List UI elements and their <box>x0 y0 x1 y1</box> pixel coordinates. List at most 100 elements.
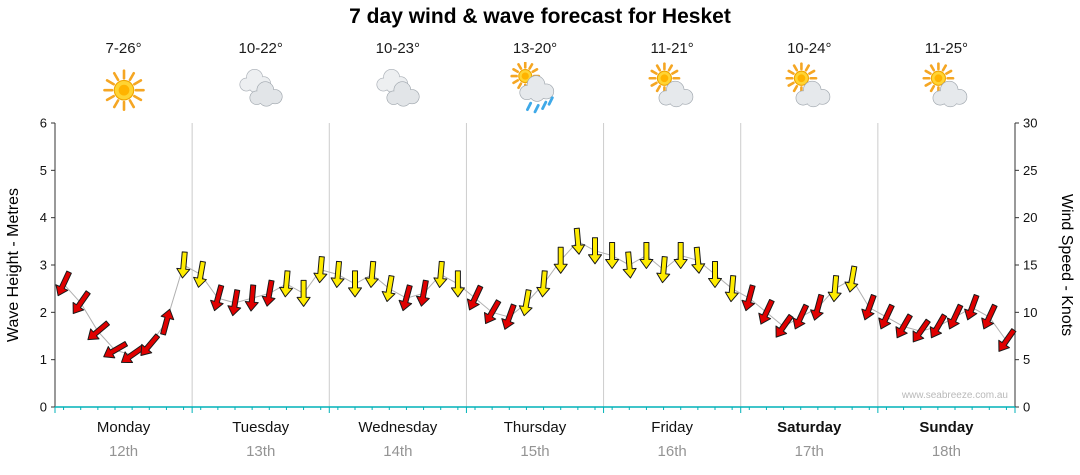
svg-text:4: 4 <box>40 210 47 225</box>
wind-arrow <box>673 242 688 269</box>
wind-arrow <box>588 237 602 265</box>
wind-arrow <box>103 341 129 359</box>
day-date: 16th <box>657 443 687 460</box>
day-date: 15th <box>520 443 550 460</box>
day-date: 13th <box>246 443 276 460</box>
wind-arrow <box>160 308 175 336</box>
svg-text:30: 30 <box>1023 116 1037 131</box>
wind-arrow <box>741 284 756 312</box>
cloudy-weather-icon <box>235 62 287 114</box>
right-axis-ticks: 0 5 10 15 20 25 30 <box>1015 116 1037 415</box>
wind-arrow <box>483 299 502 325</box>
day-date: 14th <box>383 443 413 460</box>
partly-cloudy-weather-icon <box>920 62 972 114</box>
svg-text:2: 2 <box>40 305 47 320</box>
day-name: Tuesday <box>232 419 290 436</box>
day-temp-range: 11-25° <box>924 40 969 57</box>
wind-arrow <box>140 333 161 356</box>
wind-arrow <box>912 318 931 343</box>
day-name: Sunday <box>919 419 974 436</box>
svg-text:5: 5 <box>1023 352 1030 367</box>
wind-arrow <box>518 289 533 317</box>
svg-text:3: 3 <box>40 258 47 273</box>
wind-arrow <box>656 256 671 284</box>
wind-arrow <box>348 270 362 298</box>
wind-arrow <box>622 251 637 279</box>
wind-arrows <box>55 227 1017 364</box>
axes <box>54 123 1016 408</box>
wind-arrow <box>433 260 448 288</box>
day-name: Friday <box>651 419 693 436</box>
wind-arrow <box>861 294 877 321</box>
wind-arrow <box>466 284 484 311</box>
wind-arrow <box>296 279 311 307</box>
sun-showers-weather-icon <box>509 61 561 114</box>
svg-text:0: 0 <box>1023 400 1030 415</box>
partly-cloudy-weather-icon <box>646 62 698 114</box>
day-temp-range: 7-26° <box>105 40 142 57</box>
day-temp-range: 10-22° <box>238 40 283 57</box>
partly-cloudy-weather-icon <box>783 62 835 114</box>
wind-arrow <box>724 275 739 303</box>
wind-arrow <box>895 313 913 339</box>
wind-arrow <box>639 242 654 269</box>
day-name: Monday <box>96 419 151 436</box>
day-date: 17th <box>794 443 824 460</box>
day-gridlines <box>191 123 879 407</box>
svg-text:5: 5 <box>40 163 47 178</box>
wind-arrow <box>210 284 225 312</box>
left-axis-ticks: 0 1 2 3 4 5 6 <box>40 116 55 415</box>
svg-text:10: 10 <box>1023 305 1037 320</box>
wind-arrow <box>878 303 895 330</box>
day-temp-range: 10-23° <box>375 40 421 57</box>
wind-arrow <box>398 284 413 312</box>
wind-arrow <box>981 303 998 330</box>
wind-arrow <box>775 313 794 338</box>
day-date: 18th <box>931 443 962 460</box>
time-ticks <box>54 407 1016 413</box>
right-axis-label: Wind Speed - Knots <box>1058 194 1075 336</box>
wind-arrow <box>691 246 706 274</box>
wind-arrow <box>416 279 430 307</box>
left-axis-label: Wave Height - Metres <box>5 188 22 342</box>
wind-arrow <box>176 251 191 279</box>
sunny-weather-icon <box>98 62 150 114</box>
wind-arrow <box>87 320 110 341</box>
wind-arrow <box>279 270 294 298</box>
wind-arrow <box>708 261 722 288</box>
cloudy-weather-icon <box>372 62 424 114</box>
wind-arrow <box>244 284 259 312</box>
svg-text:0: 0 <box>40 400 47 415</box>
wind-arrow <box>313 256 328 284</box>
wind-arrow <box>964 294 980 321</box>
watermark: www.seabreeze.com.au <box>901 390 1008 401</box>
wind-arrow <box>381 274 396 303</box>
svg-text:1: 1 <box>40 352 47 367</box>
wind-arrow <box>501 303 517 330</box>
wind-arrow <box>193 260 207 288</box>
wind-arrow <box>792 303 809 330</box>
wind-arrow <box>553 246 568 274</box>
svg-text:6: 6 <box>40 116 47 131</box>
day-name: Thursday <box>503 419 567 436</box>
day-temp-range: 11-21° <box>650 40 694 57</box>
wind-arrow <box>364 260 379 288</box>
svg-text:15: 15 <box>1023 258 1037 273</box>
day-temp-range: 13-20° <box>512 40 558 57</box>
wind-arrow <box>605 242 620 269</box>
day-name: Wednesday <box>358 419 438 436</box>
wind-arrow <box>998 328 1017 352</box>
day-name: Saturday <box>777 419 842 436</box>
wind-arrow <box>261 279 276 307</box>
wind-arrow <box>758 298 775 325</box>
wind-arrow <box>844 265 859 293</box>
wind-arrow <box>55 270 72 297</box>
wind-arrow <box>536 270 551 298</box>
wind-arrow <box>450 270 465 298</box>
page-title: 7 day wind & wave forecast for Hesket <box>349 5 731 28</box>
wind-arrow <box>946 303 964 330</box>
wind-arrow <box>929 313 948 339</box>
wind-speed-line <box>63 240 1007 356</box>
